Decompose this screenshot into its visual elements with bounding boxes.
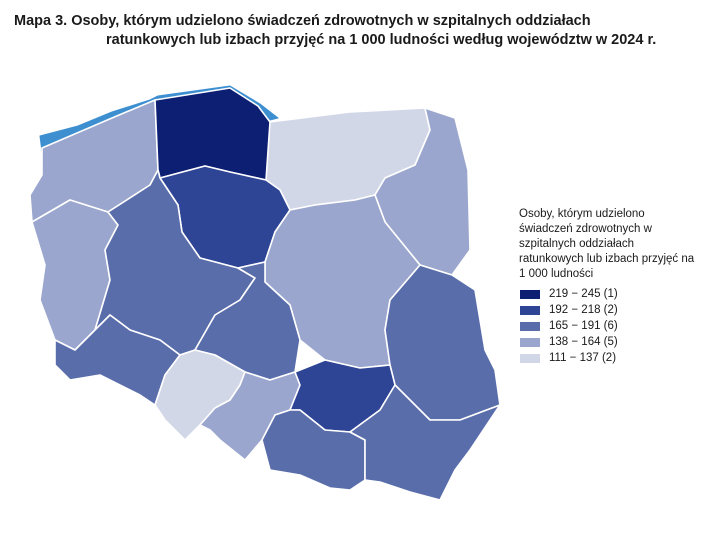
region-podkarpackie — [349, 384, 501, 501]
legend-label: 138 − 164 (5) — [549, 335, 618, 348]
legend-swatch — [519, 304, 541, 316]
legend-class-0: 219 − 245 (1) — [519, 286, 699, 302]
region-pomorskie — [154, 87, 281, 181]
legend-swatch — [519, 288, 541, 300]
legend-label: 192 − 218 (2) — [549, 303, 618, 316]
legend-class-2: 165 − 191 (6) — [519, 318, 699, 334]
legend-class-1: 192 − 218 (2) — [519, 302, 699, 318]
legend-classes: 219 − 245 (1) 192 − 218 (2) 165 − 191 (6) 1… — [519, 286, 699, 366]
map-title: Mapa 3. Osoby, którym udzielono świadcze… — [14, 12, 694, 50]
map-legend: Osoby, którym udzielono świadczeń zdrowo… — [519, 207, 699, 366]
legend-swatch — [519, 352, 541, 364]
map-title-line1: Mapa 3. Osoby, którym udzielono świadcze… — [14, 13, 591, 29]
map-title-line2: ratunkowych lub izbach przyjęć na 1 000 … — [106, 32, 657, 48]
legend-label: 219 − 245 (1) — [549, 287, 618, 300]
legend-swatch — [519, 320, 541, 332]
legend-label: 165 − 191 (6) — [549, 319, 618, 332]
legend-label: 111 − 137 (2) — [549, 351, 617, 364]
legend-swatch — [519, 336, 541, 348]
legend-title: Osoby, którym udzielono świadczeń zdrowo… — [519, 208, 695, 280]
legend-class-3: 138 − 164 (5) — [519, 334, 699, 350]
legend-class-4: 111 − 137 (2) — [519, 350, 699, 366]
